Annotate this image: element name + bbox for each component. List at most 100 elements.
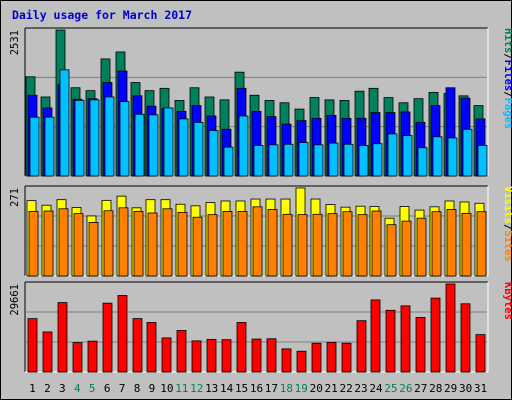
- hits-files-pages-bar-pages-day-13: [208, 130, 219, 177]
- x-tick-label-day-19: 19: [295, 382, 308, 395]
- visits-sites-bar-sites-day-7: [118, 207, 129, 277]
- hits-files-pages-bar-pages-day-18: [283, 143, 294, 177]
- hits-files-pages-bar-pages-day-3: [59, 69, 70, 177]
- visits-sites-bar-sites-day-30: [461, 212, 472, 277]
- x-tick-label-day-16: 16: [250, 382, 263, 395]
- visits-sites-max-label: 271: [9, 188, 21, 207]
- hits-files-pages-legend-pages: Pages: [502, 98, 512, 130]
- hits-files-pages-bar-pages-day-20: [313, 144, 324, 177]
- kbytes-bar-kbytes-day-6: [102, 302, 113, 373]
- kbytes-bar-kbytes-day-16: [251, 338, 262, 373]
- hits-files-pages-bar-pages-day-30: [462, 128, 473, 177]
- x-tick-label-day-21: 21: [325, 382, 338, 395]
- kbytes-bar-kbytes-day-20: [311, 342, 322, 373]
- visits-sites-bar-sites-day-3: [58, 208, 69, 277]
- visits-sites-bar-sites-day-15: [237, 210, 248, 277]
- visits-sites-bar-sites-day-12: [192, 216, 203, 277]
- visits-sites-bar-sites-day-13: [207, 214, 218, 277]
- x-tick-label-day-7: 7: [119, 382, 126, 395]
- x-tick-label-day-31: 31: [474, 382, 487, 395]
- visits-sites-bar-sites-day-10: [162, 208, 173, 277]
- visits-sites-legend: Visits/Sites: [502, 186, 512, 262]
- hits-files-pages-legend-separator: /: [502, 91, 512, 97]
- hits-files-pages-bar-pages-day-5: [89, 99, 100, 177]
- visits-sites-bar-sites-day-20: [312, 213, 323, 277]
- x-tick-label-day-1: 1: [29, 382, 36, 395]
- visits-sites-bar-sites-day-19: [297, 214, 308, 277]
- kbytes-bar-kbytes-day-28: [430, 297, 441, 373]
- x-tick-label-day-29: 29: [444, 382, 457, 395]
- kbytes-bar-kbytes-day-9: [146, 322, 157, 373]
- visits-sites-bar-sites-day-29: [446, 209, 457, 277]
- x-tick-label-day-2: 2: [44, 382, 51, 395]
- kbytes-bar-kbytes-day-21: [326, 341, 337, 373]
- kbytes-bar-kbytes-day-10: [161, 337, 172, 373]
- visits-sites-bar-sites-day-27: [416, 217, 427, 277]
- kbytes-bar-kbytes-day-4: [72, 342, 83, 373]
- hits-files-pages-bar-pages-day-17: [268, 144, 279, 177]
- kbytes-bar-kbytes-day-25: [385, 309, 396, 373]
- x-tick-label-day-6: 6: [104, 382, 111, 395]
- x-tick-label-day-17: 17: [265, 382, 278, 395]
- hits-files-pages-legend: Hits/Files/Pages: [502, 28, 512, 129]
- visits-sites-bar-sites-day-28: [431, 211, 442, 277]
- hits-files-pages-bar-pages-day-6: [104, 96, 115, 177]
- visits-sites-legend-sites: Sites: [502, 230, 512, 262]
- kbytes-bar-kbytes-day-1: [27, 318, 38, 373]
- kbytes-bar-kbytes-day-23: [356, 320, 367, 373]
- hits-files-pages-bar-pages-day-22: [343, 143, 354, 177]
- kbytes-bar-kbytes-day-5: [87, 340, 98, 373]
- x-tick-label-day-10: 10: [160, 382, 173, 395]
- visits-sites-bar-sites-day-18: [282, 213, 293, 277]
- visits-sites-legend-visits: Visits: [502, 186, 512, 224]
- hits-files-pages-bar-pages-day-23: [358, 145, 369, 177]
- hits-files-pages-legend-hits: Hits: [502, 28, 512, 53]
- visits-sites-bar-sites-day-8: [133, 210, 144, 277]
- kbytes-bar-kbytes-day-18: [281, 348, 292, 373]
- hits-files-pages-bar-pages-day-1: [29, 116, 40, 177]
- x-tick-label-day-11: 11: [175, 382, 188, 395]
- hits-files-pages-bar-pages-day-12: [193, 121, 204, 177]
- hits-files-pages-bar-pages-day-21: [328, 142, 339, 177]
- kbytes-bar-kbytes-day-27: [415, 317, 426, 373]
- visits-sites-bar-sites-day-4: [73, 213, 84, 277]
- hits-files-pages-bar-pages-day-15: [238, 115, 249, 177]
- hits-files-pages-legend-files: Files: [502, 60, 512, 92]
- x-tick-label-day-30: 30: [459, 382, 472, 395]
- kbytes-legend: KBytes: [502, 282, 512, 320]
- x-tick-label-day-15: 15: [235, 382, 248, 395]
- hits-files-pages-bar-pages-day-4: [74, 100, 85, 177]
- hits-files-pages-bar-pages-day-14: [223, 146, 234, 177]
- hits-files-pages-bar-pages-day-28: [432, 136, 443, 177]
- x-tick-label-day-25: 25: [384, 382, 397, 395]
- hits-files-pages-bar-pages-day-25: [387, 133, 398, 177]
- visits-sites-bar-sites-day-6: [103, 210, 114, 277]
- kbytes-bar-kbytes-day-22: [341, 342, 352, 373]
- kbytes-bar-kbytes-day-13: [206, 338, 217, 373]
- visits-sites-bar-sites-day-1: [28, 210, 39, 277]
- x-tick-label-day-5: 5: [89, 382, 96, 395]
- hits-files-pages-bar-pages-day-29: [447, 137, 458, 177]
- hits-files-pages-bar-pages-day-31: [477, 145, 488, 177]
- visits-sites-bar-sites-day-25: [386, 224, 397, 277]
- visits-sites-bar-sites-day-23: [357, 214, 368, 277]
- hits-files-pages-bar-pages-day-19: [298, 142, 309, 177]
- x-tick-label-day-24: 24: [369, 382, 383, 395]
- visits-sites-bar-sites-day-2: [43, 210, 54, 277]
- kbytes-bar-kbytes-day-15: [236, 322, 247, 373]
- kbytes-bar-kbytes-day-31: [475, 334, 486, 373]
- hits-files-pages-max-label: 2531: [9, 30, 21, 55]
- x-tick-label-day-4: 4: [74, 382, 81, 395]
- hits-files-pages-bar-pages-day-9: [148, 114, 159, 177]
- x-tick-label-day-13: 13: [205, 382, 218, 395]
- kbytes-bar-kbytes-day-14: [221, 339, 232, 373]
- hits-files-pages-bar-pages-day-2: [44, 116, 55, 177]
- hits-files-pages-bar-pages-day-10: [163, 107, 174, 177]
- x-tick-label-day-12: 12: [190, 382, 203, 395]
- plot-layer: 2531Hits/Files/Pages271Visits/Sites29661…: [9, 27, 512, 395]
- kbytes-bar-kbytes-day-3: [57, 302, 68, 373]
- hits-files-pages-bar-pages-day-27: [417, 147, 428, 177]
- hits-files-pages-bar-pages-day-11: [178, 118, 189, 177]
- kbytes-bar-kbytes-day-12: [191, 340, 202, 373]
